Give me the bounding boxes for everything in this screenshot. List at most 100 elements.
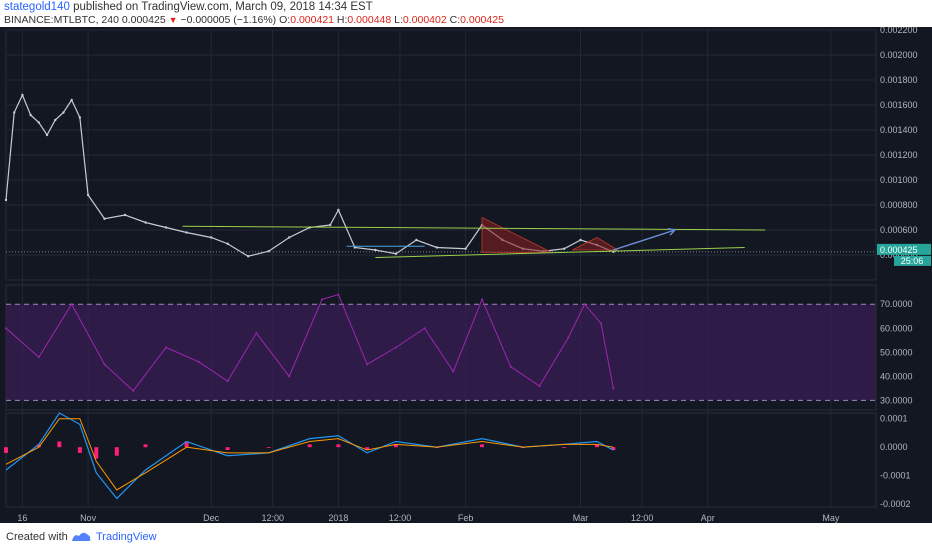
macd-histogram-bar [365, 447, 370, 451]
rsi-point [423, 327, 426, 330]
target-arrow-head [667, 228, 677, 236]
price-point [78, 116, 82, 119]
price-tick-label: 0.001200 [880, 150, 918, 160]
macd-histogram-bar [594, 444, 599, 448]
published-text: published on TradingView.com, March 09, … [69, 1, 373, 13]
high-value: 0.000448 [347, 14, 392, 26]
price-point [328, 223, 332, 227]
price-point [70, 98, 73, 102]
down-arrow-icon: ▼ [168, 15, 178, 25]
rsi-tick-label: 40.0000 [880, 371, 913, 381]
price-point [415, 238, 418, 242]
price-tick-label: 0.001400 [880, 125, 918, 135]
x-tick-label: 16 [17, 513, 27, 523]
low-value: 0.000402 [402, 14, 447, 26]
price-tick-label: 0.002200 [880, 27, 918, 35]
publish-line: stategold140 published on TradingView.co… [4, 1, 373, 13]
macd-histogram-bar [57, 441, 62, 448]
price-point [45, 133, 49, 137]
high-label: H: [336, 14, 348, 26]
rsi-point [583, 303, 586, 306]
rsi-point [394, 346, 397, 349]
rsi-point [509, 365, 512, 368]
footer: Created with TradingView [0, 523, 932, 550]
rsi-point [197, 360, 200, 363]
price-point [164, 226, 168, 229]
rsi-point [70, 303, 73, 306]
price-point [337, 208, 340, 212]
tradingview-brand[interactable]: TradingView [96, 531, 157, 543]
open-value: 0.000421 [290, 14, 334, 26]
triangle-annotation-1 [572, 237, 619, 251]
price-point [353, 246, 357, 249]
x-tick-label: 12:00 [261, 513, 284, 523]
price-tick-label: 0.001000 [880, 175, 918, 185]
rsi-point [288, 375, 291, 378]
countdown-label: 25:06 [901, 256, 924, 266]
macd-tick-label: 0.0000 [880, 442, 908, 452]
price-point [21, 93, 24, 97]
price-point [464, 247, 467, 250]
price-point [562, 247, 566, 250]
rsi-tick-label: 50.0000 [880, 347, 913, 357]
price-point [226, 242, 229, 245]
macd-tick-label: -0.0001 [880, 471, 911, 481]
upper-trend-line [182, 225, 766, 231]
price-point [4, 198, 8, 202]
price-point [13, 111, 16, 114]
x-tick-label: Apr [701, 513, 715, 523]
chart-header: stategold140 published on TradingView.co… [0, 0, 932, 27]
rsi-point [337, 293, 340, 296]
price-point [209, 236, 213, 239]
price-tick-label: 0.000800 [880, 200, 918, 210]
rsi-point [37, 356, 40, 359]
panel-frame-2 [5, 412, 877, 508]
price-series-line [5, 93, 614, 257]
macd-tick-label: 0.0001 [880, 414, 908, 424]
macd-histogram-bar [114, 447, 119, 456]
chart-svg[interactable]: 16 Nov Dec 12:00 2018 12:00 Feb Mar 12:00 Apr May 0… [0, 25, 932, 523]
macd-histogram-bar [4, 447, 8, 453]
x-tick-label: 12:00 [389, 513, 412, 523]
rsi-point [600, 322, 603, 325]
chart-area[interactable]: 16 Nov Dec 12:00 2018 12:00 Feb Mar 12:00 Apr May 0… [0, 25, 932, 523]
price-point [435, 246, 439, 249]
rsi-point [165, 346, 168, 349]
open-label: O: [279, 14, 291, 26]
macd-histogram-bar [266, 447, 271, 448]
triangle-annotation-0 [481, 216, 552, 253]
price-tag-label: 0.000425 [880, 245, 918, 255]
price-point [86, 193, 90, 197]
rsi-point [452, 370, 455, 373]
price-point [185, 231, 188, 234]
macd-histogram-bar [336, 444, 341, 448]
rsi-point [320, 298, 323, 301]
macd-tick-label: -0.0002 [880, 499, 911, 509]
macd-histogram-bar [184, 441, 189, 448]
x-tick-label: May [822, 513, 840, 523]
signal-line [5, 418, 614, 491]
price-point [144, 221, 147, 224]
x-tick-label: Nov [80, 513, 97, 523]
price-point [267, 250, 270, 253]
rsi-point [5, 327, 7, 330]
macd-histogram-bar [562, 447, 567, 448]
rsi-point [132, 389, 135, 392]
price-tick-label: 0.000400 [880, 250, 918, 260]
rsi-point [567, 336, 570, 339]
author-link[interactable]: stategold140 [4, 1, 70, 13]
macd-histogram-bar [77, 447, 82, 453]
macd-histogram-bar [143, 444, 148, 448]
price-tick-label: 0.000600 [880, 225, 918, 235]
macd-histogram-bar [36, 444, 41, 448]
last-price: 0.000425 [121, 14, 166, 26]
rsi-tick-label: 30.0000 [880, 395, 913, 405]
low-label: L: [394, 14, 403, 26]
price-point [37, 121, 41, 124]
macd-histogram-bar [480, 444, 485, 448]
rsi-point [103, 363, 106, 366]
price-point [287, 236, 291, 239]
price-point [62, 111, 65, 114]
rsi-point [366, 363, 369, 366]
rsi-point [481, 298, 484, 301]
